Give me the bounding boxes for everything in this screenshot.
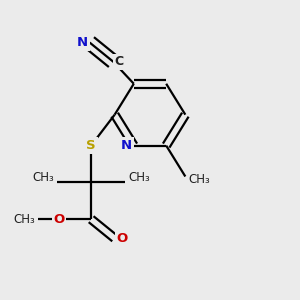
Text: N: N (77, 36, 88, 49)
Text: N: N (121, 139, 132, 152)
Text: O: O (53, 213, 64, 226)
Text: C: C (115, 55, 124, 68)
Text: O: O (116, 232, 128, 245)
Text: CH₃: CH₃ (128, 172, 150, 184)
Text: CH₃: CH₃ (14, 213, 35, 226)
Text: S: S (86, 139, 96, 152)
Text: CH₃: CH₃ (33, 172, 54, 184)
Text: CH₃: CH₃ (188, 173, 210, 186)
